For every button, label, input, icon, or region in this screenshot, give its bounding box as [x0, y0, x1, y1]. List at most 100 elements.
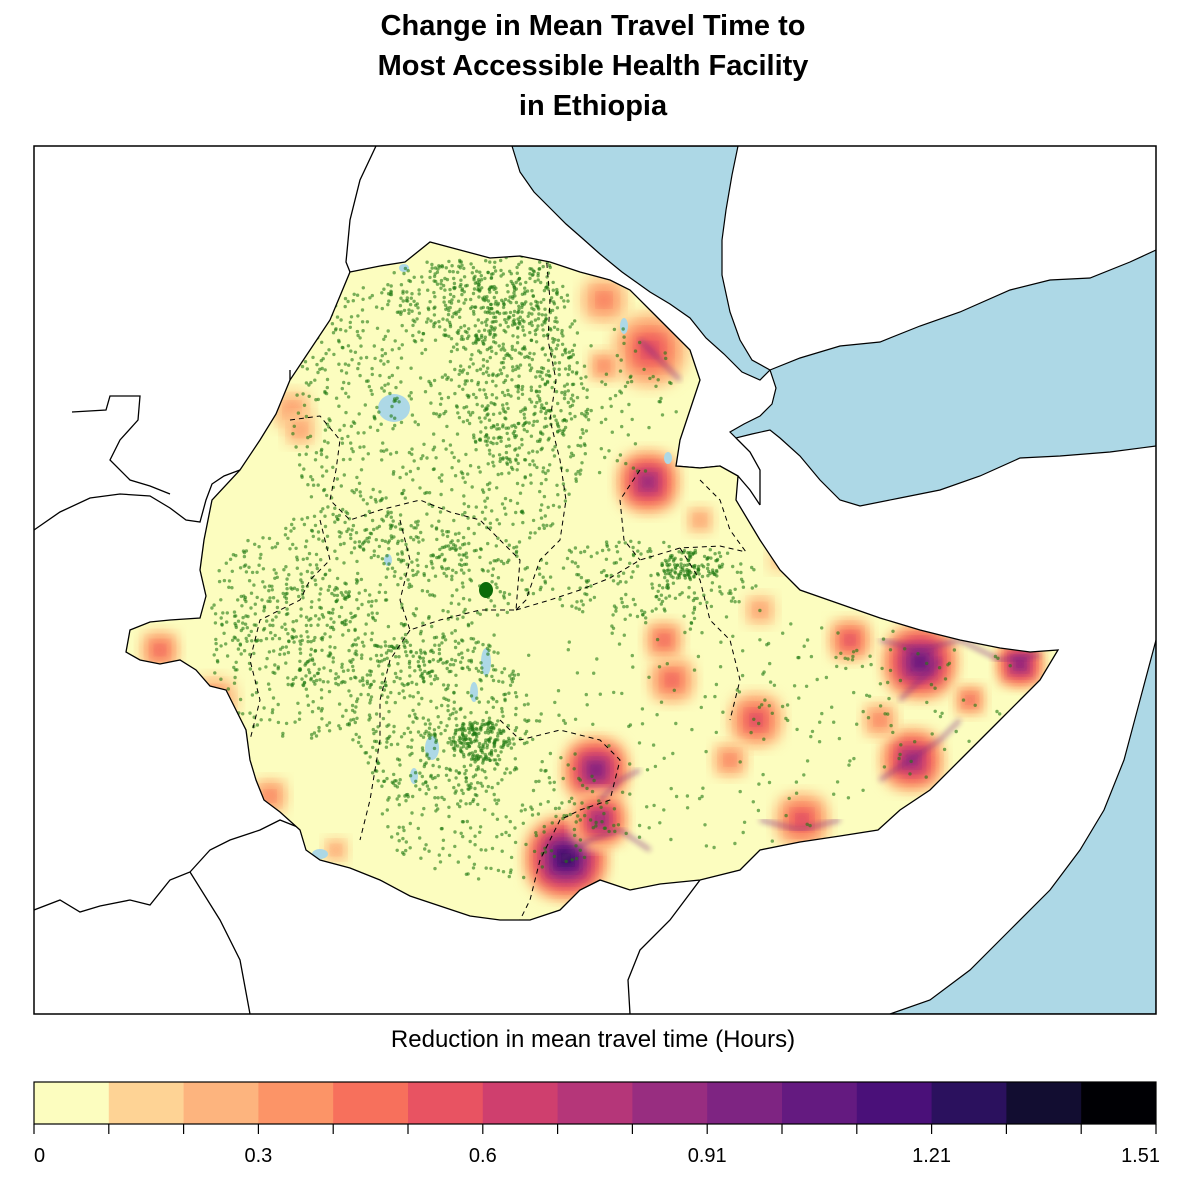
- facility-point: [450, 298, 454, 302]
- facility-point: [520, 384, 525, 389]
- facility-point: [487, 487, 491, 492]
- facility-point: [514, 712, 518, 717]
- facility-point: [535, 370, 540, 374]
- facility-point: [431, 658, 435, 662]
- facility-point: [646, 549, 650, 554]
- facility-point: [509, 279, 513, 284]
- facility-point: [417, 702, 421, 706]
- facility-point: [476, 611, 480, 615]
- facility-point: [445, 666, 449, 671]
- facility-point: [365, 502, 369, 506]
- facility-point: [542, 526, 546, 530]
- facility-point: [358, 373, 362, 378]
- facility-point: [786, 718, 790, 723]
- facility-point: [540, 760, 544, 764]
- legend-swatch: [1006, 1082, 1082, 1124]
- facility-point: [447, 805, 451, 809]
- facility-point: [523, 347, 527, 351]
- facility-point: [815, 677, 819, 682]
- facility-point: [531, 518, 536, 523]
- facility-point: [495, 423, 500, 427]
- facility-point: [432, 274, 437, 279]
- facility-point: [520, 443, 524, 447]
- facility-point: [511, 365, 515, 369]
- region-boundaries: [249, 253, 747, 920]
- hotspot: [845, 635, 855, 645]
- facility-point: [305, 569, 310, 574]
- facility-point: [536, 394, 540, 398]
- facility-point: [334, 514, 339, 519]
- facility-point: [449, 540, 453, 545]
- legend-tick-label: 0.6: [469, 1145, 497, 1167]
- facility-point: [425, 671, 430, 676]
- facility-point: [341, 346, 345, 350]
- facility-point: [494, 761, 499, 766]
- facility-point: [284, 661, 288, 665]
- facility-point: [540, 503, 544, 507]
- facility-point: [478, 438, 483, 442]
- facility-point: [300, 677, 304, 681]
- facility-point: [612, 561, 616, 565]
- facility-point: [450, 577, 454, 582]
- facility-point: [479, 755, 483, 759]
- facility-point: [679, 562, 683, 566]
- facility-point: [452, 546, 456, 551]
- facility-point: [487, 309, 491, 313]
- facility-point: [534, 299, 538, 304]
- facility-point: [682, 614, 686, 618]
- facility-point: [240, 604, 244, 608]
- facility-point: [449, 601, 453, 605]
- facility-point: [484, 776, 488, 780]
- facility-point: [477, 283, 481, 287]
- facility-point: [370, 611, 374, 615]
- facility-point: [752, 717, 756, 721]
- facility-point: [504, 311, 508, 315]
- facility-point: [522, 741, 527, 746]
- facility-point: [628, 613, 632, 617]
- facility-point: [481, 296, 485, 300]
- facility-point: [301, 584, 305, 589]
- facility-point: [560, 331, 564, 335]
- facility-point: [424, 729, 428, 733]
- facility-point: [380, 672, 385, 676]
- facility-point: [470, 723, 474, 727]
- facility-point: [469, 782, 473, 786]
- facility-point: [552, 454, 557, 458]
- facility-point: [618, 557, 623, 561]
- facility-point: [552, 854, 557, 859]
- facility-point: [342, 380, 346, 385]
- facility-point: [454, 570, 458, 575]
- facility-point: [420, 338, 424, 342]
- facility-point: [443, 638, 448, 642]
- facility-point: [277, 636, 282, 641]
- facility-point: [282, 652, 287, 656]
- facility-point: [319, 452, 324, 457]
- facility-point: [399, 380, 403, 384]
- facility-point: [349, 611, 353, 615]
- facility-point: [305, 556, 309, 561]
- facility-point: [447, 717, 451, 721]
- facility-point: [408, 279, 413, 284]
- facility-point: [398, 778, 402, 782]
- facility-point: [295, 566, 299, 570]
- facility-point: [444, 687, 448, 692]
- facility-point: [488, 290, 492, 294]
- facility-point: [700, 794, 704, 799]
- facility-point: [434, 635, 439, 639]
- facility-point: [383, 351, 388, 356]
- facility-point: [355, 329, 360, 334]
- facility-point: [401, 291, 405, 295]
- facility-point: [687, 554, 692, 558]
- facility-point: [565, 556, 570, 561]
- facility-point: [1008, 664, 1012, 668]
- facility-point: [651, 743, 656, 747]
- facility-point: [767, 704, 771, 708]
- facility-point: [282, 568, 286, 572]
- legend-tick-label: 1.21: [912, 1145, 951, 1167]
- facility-point: [463, 737, 468, 741]
- facility-point: [308, 434, 313, 438]
- facility-point: [954, 729, 958, 734]
- facility-point: [620, 790, 625, 794]
- facility-point: [556, 493, 560, 497]
- facility-point: [275, 575, 279, 579]
